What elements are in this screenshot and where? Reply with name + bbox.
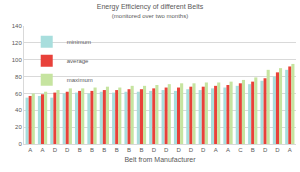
- svg-text:B: B: [90, 147, 94, 153]
- svg-text:D: D: [189, 147, 194, 153]
- svg-text:D: D: [65, 147, 70, 153]
- svg-text:40: 40: [15, 107, 22, 113]
- svg-text:D: D: [201, 147, 206, 153]
- svg-text:Belt from Manufacturer: Belt from Manufacturer: [124, 156, 196, 163]
- svg-text:120: 120: [12, 40, 23, 46]
- svg-text:140: 140: [12, 23, 23, 29]
- svg-text:A: A: [28, 147, 32, 153]
- svg-text:D: D: [176, 147, 181, 153]
- svg-text:B: B: [78, 147, 82, 153]
- svg-text:minimum: minimum: [67, 39, 91, 45]
- svg-text:C: C: [238, 147, 243, 153]
- svg-text:80: 80: [15, 74, 22, 80]
- svg-text:A: A: [214, 147, 218, 153]
- svg-text:D: D: [263, 147, 268, 153]
- svg-text:D: D: [275, 147, 280, 153]
- svg-text:20: 20: [15, 124, 22, 130]
- svg-text:D: D: [152, 147, 157, 153]
- svg-text:0: 0: [18, 141, 22, 147]
- svg-text:maximum: maximum: [67, 77, 93, 83]
- svg-text:average: average: [67, 58, 89, 64]
- svg-text:60: 60: [15, 91, 22, 97]
- svg-text:B: B: [127, 147, 131, 153]
- svg-text:100: 100: [12, 57, 23, 63]
- svg-text:A: A: [288, 147, 292, 153]
- svg-text:B: B: [251, 147, 255, 153]
- svg-text:B: B: [102, 147, 106, 153]
- svg-text:Energy Efficiency of different: Energy Efficiency of different Belts(mon…: [97, 3, 204, 19]
- svg-text:B: B: [139, 147, 143, 153]
- svg-text:B: B: [115, 147, 119, 153]
- svg-text:D: D: [164, 147, 169, 153]
- svg-text:D: D: [53, 147, 58, 153]
- svg-text:A: A: [41, 147, 45, 153]
- svg-text:A: A: [226, 147, 230, 153]
